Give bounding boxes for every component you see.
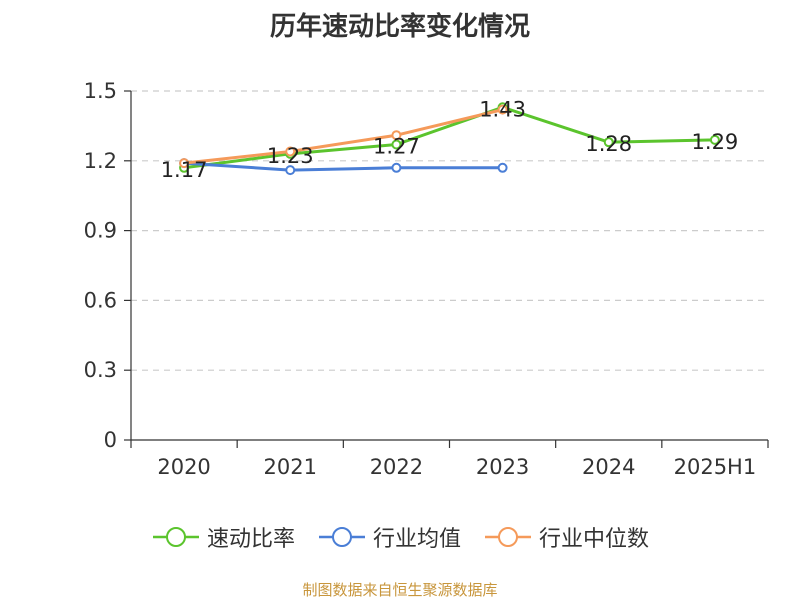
x-tick-label: 2025H1 [674,455,757,479]
legend: 速动比率 行业均值 行业中位数 [0,520,800,554]
chart-title: 历年速动比率变化情况 [269,12,530,42]
axes: 0 0.3 0.6 0.9 1.2 1.5 2020 2021 2022 2023 2024 2025… [84,79,769,479]
data-point [391,162,402,173]
legend-marker-icon [152,527,199,547]
data-source-note: 制图数据来自恒生聚源数据库 [302,581,498,599]
y-tick-label: 0.3 [84,358,117,382]
x-tick-label: 2022 [370,455,423,479]
x-tick-label: 2020 [157,455,210,479]
data-point [285,165,296,176]
y-tick-label: 0 [104,428,117,452]
grid-lines [131,90,768,371]
legend-marker-icon [318,527,365,547]
series-lines [179,102,720,176]
data-label: 1.43 [479,97,526,121]
data-point [391,130,402,141]
data-point [179,158,190,169]
data-label: 1.23 [267,144,314,168]
data-point [709,134,720,145]
x-tick-label: 2021 [264,455,317,479]
x-tick-label: 2023 [476,455,529,479]
y-tick-label: 0.6 [84,288,117,312]
data-labels: 1.17 1.23 1.27 1.43 1.28 1.29 [161,97,739,181]
legend-item-industry-median[interactable]: 行业中位数 [483,521,649,553]
legend-marker-icon [485,527,531,547]
data-point [497,162,508,173]
x-tick-label: 2024 [582,455,635,479]
legend-label: 行业均值 [372,527,461,552]
y-tick-label: 1.2 [84,149,117,173]
line-chart: 0 0.3 0.6 0.9 1.2 1.5 2020 2021 2022 2023 2024 2025… [84,79,769,479]
series-line [183,161,503,172]
data-point [603,137,614,148]
series-line [183,105,715,170]
legend-label: 行业中位数 [539,527,650,552]
legend-item-industry-mean[interactable]: 行业均值 [317,521,461,553]
y-tick-label: 1.5 [84,79,117,103]
legend-item-quick-ratio[interactable]: 速动比率 [151,521,295,553]
legend-label: 速动比率 [206,527,295,552]
data-label: 1.28 [585,132,632,156]
data-label: 1.29 [692,130,739,154]
data-point [391,139,402,150]
y-tick-label: 0.9 [84,219,117,243]
data-point [285,146,296,157]
series-line [183,108,503,165]
data-point [497,104,508,115]
data-label: 1.17 [161,158,208,182]
data-label: 1.27 [373,135,420,159]
